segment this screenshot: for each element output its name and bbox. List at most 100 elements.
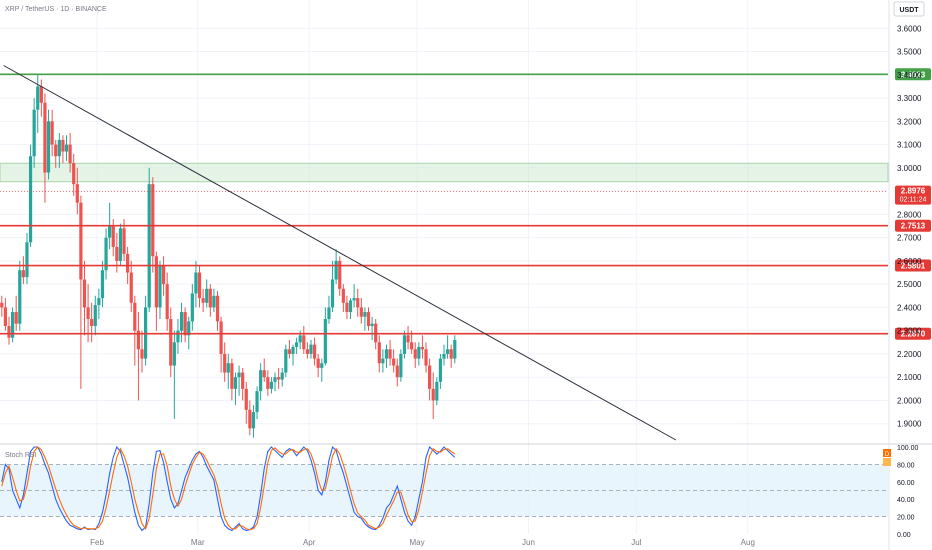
stoch-rsi-pane: 0.00 20.00 40.00 60.00 80.00 100.00: [0, 445, 919, 539]
candle-body: [36, 86, 40, 110]
candle-body: [312, 344, 317, 359]
candle-body: [14, 312, 18, 324]
candle-body: [341, 288, 345, 303]
candle-body: [68, 144, 72, 164]
price-axis[interactable]: 3.4023 2.7513 2.5801 2.2870 1.9000 2.0000 2.10…: [895, 24, 931, 429]
time-axis[interactable]: Feb Mar Apr May Jun Jul Aug: [90, 538, 755, 547]
candle-body: [133, 302, 137, 331]
currency-badge[interactable]: [893, 1, 925, 17]
level-tag[interactable]: [895, 219, 931, 232]
candle-body: [370, 323, 374, 327]
candle-body: [169, 319, 173, 366]
candle-body: [384, 349, 389, 359]
candle-body: [366, 312, 371, 327]
level-tag[interactable]: [895, 327, 931, 340]
candle-body: [90, 319, 94, 327]
rsi-series-line: [1, 445, 456, 532]
candle-body: [237, 372, 241, 378]
candle-body: [154, 256, 158, 308]
time-tick-label: Mar: [191, 538, 205, 547]
price-tick-label: 3.3000: [897, 94, 922, 103]
price-tick-label: 2.3000: [897, 327, 922, 336]
candle-body: [93, 305, 97, 327]
rsi-badge-k: [883, 458, 891, 466]
candle-body: [61, 139, 65, 152]
price-tick-label: 2.1000: [897, 373, 922, 382]
candle-body: [420, 346, 425, 350]
candle-body: [129, 272, 133, 303]
candle-body: [136, 330, 141, 350]
candle-body: [305, 349, 309, 354]
candle-body: [417, 346, 421, 359]
trendline[interactable]: [3, 65, 677, 441]
candle-body: [0, 302, 4, 308]
level-tag[interactable]: [895, 68, 931, 81]
candle-body: [431, 388, 435, 401]
time-tick-label: May: [409, 538, 424, 547]
candle-body: [294, 342, 299, 347]
candles: [0, 74, 457, 438]
candle-body: [406, 335, 410, 343]
price-tick-label: 2.7000: [897, 234, 922, 243]
candle-body: [197, 272, 202, 299]
candle-body: [410, 342, 414, 350]
candle-body: [392, 358, 396, 366]
symbol-title: XRP / TetherUS · 1D · BINANCE: [5, 6, 107, 13]
candle-body: [453, 339, 457, 359]
candle-body: [79, 202, 83, 280]
candle-body: [7, 326, 11, 338]
candle-body: [356, 298, 360, 308]
price-tick-label: 1.9000: [897, 420, 922, 429]
candle-body: [302, 335, 306, 350]
candle-body: [226, 363, 230, 373]
candle-body: [208, 288, 212, 308]
candle-body: [291, 346, 295, 354]
candle-body: [190, 293, 194, 322]
candle-body: [334, 260, 338, 280]
countdown-label: 02:11:24: [900, 197, 927, 204]
candle-body: [122, 228, 126, 254]
candle-body: [219, 321, 223, 354]
candle-body: [151, 184, 155, 257]
candle-body: [82, 279, 87, 308]
candle-body: [108, 226, 112, 238]
current-price-tag[interactable]: [895, 185, 931, 205]
candle-body: [262, 370, 266, 378]
price-tick-label: 3.4000: [897, 71, 922, 80]
candle-body: [388, 349, 392, 359]
candle-body: [57, 139, 61, 157]
candle-body: [244, 388, 248, 410]
candle-body: [381, 358, 385, 364]
candle-body: [104, 237, 108, 271]
candle-body: [230, 363, 234, 389]
level-tag[interactable]: [895, 259, 931, 272]
candle-body: [97, 298, 101, 306]
candle-body: [277, 377, 281, 380]
time-tick-label: Feb: [90, 538, 104, 547]
candle-body: [316, 358, 320, 368]
candle-body: [212, 295, 216, 308]
candle-body: [298, 335, 302, 343]
level-tag-label: 2.5801: [901, 262, 926, 271]
candle-body: [273, 377, 277, 382]
rsi-series-line: [1, 446, 456, 531]
candle-body: [39, 86, 43, 103]
rsi-badge-d: [883, 449, 891, 457]
descending-trendline[interactable]: [3, 65, 677, 441]
horizontal-levels[interactable]: [0, 73, 888, 335]
candle-body: [215, 295, 220, 322]
candle-body: [115, 246, 119, 261]
currency-label: USDT: [899, 7, 919, 14]
candle-body: [18, 270, 22, 324]
candle-body: [284, 349, 288, 373]
candle-body: [111, 226, 115, 247]
candle-body: [28, 156, 33, 243]
candle-body: [21, 270, 25, 278]
candle-body: [72, 163, 76, 185]
candle-body: [165, 284, 169, 320]
price-tick-label: 3.0000: [897, 164, 922, 173]
candle-body: [309, 344, 313, 354]
candle-body: [187, 321, 191, 336]
candle-body: [413, 349, 417, 359]
